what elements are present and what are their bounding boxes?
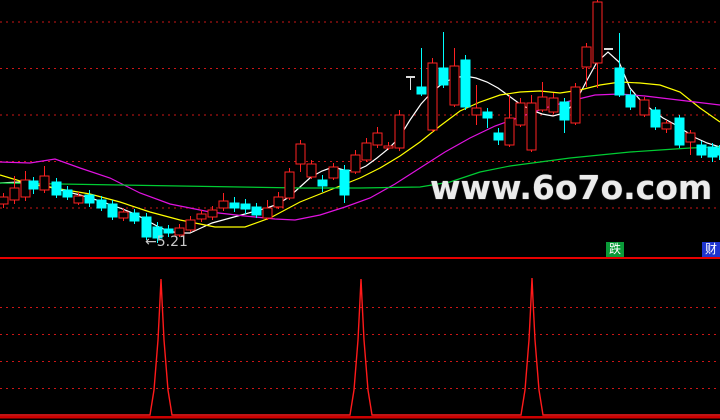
ma-green [0,146,720,189]
candle-body-down [559,101,570,121]
candle-body-up [570,86,581,124]
candle-body-down [251,206,262,216]
candle-body-down [339,169,350,196]
candle-body-down [51,181,62,196]
candle-body-up [118,211,129,219]
candle-body-up [328,166,339,179]
candle-body-up [504,117,515,146]
candle-body-down [714,147,720,156]
candle-body-up [295,143,306,165]
candles [0,0,720,243]
candle-body-down [438,67,449,86]
candle-body-up [639,99,650,116]
candle-body-up [73,195,84,204]
candle-body-up [262,207,273,219]
candle-body-up [218,200,229,209]
candle-body-down [674,117,685,146]
candle-body-down [650,109,661,128]
candle-body-up [350,154,361,173]
candle-body-down [62,189,73,198]
candle-body-up [284,171,295,199]
candle-body-down [317,179,328,187]
candle-body-up [383,145,394,149]
watermark: www.6o7o.com [430,168,713,207]
candle-body-up [592,1,603,64]
candle-body-up [526,102,537,151]
candle-body-down [229,202,240,209]
candle-body-down [493,132,504,141]
candle-body-down [625,94,636,108]
candle-body-down [28,180,39,190]
candle-body-up [196,213,207,220]
candle-body-up [9,187,20,201]
candle-body-up [394,114,405,149]
candle-body-up [548,97,559,113]
candle-body-down [152,226,163,239]
candle-body-up [449,65,460,106]
candle-body-down [96,199,107,209]
candle-body-up [427,62,438,131]
candle-body-up [661,122,672,130]
candle-body-down [460,59,471,108]
tab-die[interactable]: 跌 [606,242,624,257]
tab-cai[interactable]: 财 [702,242,720,257]
candle-body-up [372,132,383,146]
candle-body-up [361,142,372,161]
candle-body-down [240,203,251,210]
signal-spike-line [0,277,720,416]
candle-body-up [306,163,317,178]
candle-body-up [174,227,185,236]
candle-body-down [696,144,707,156]
candle-body-down [141,216,152,238]
candle-body-up [685,132,696,143]
candle-body-down [482,111,493,119]
candle-body-down [129,212,140,222]
candle-body-up [471,107,482,116]
candle-body-up [39,175,50,191]
candle-body-up [185,219,196,231]
candle-body-up [515,102,526,126]
candle-body-down [614,67,625,96]
candle-body-up [207,209,218,218]
candle-body-down [107,203,118,218]
candle-body-down [84,194,95,204]
candle-body-up [273,196,284,208]
low-price-annotation: ←5.21 [145,234,188,250]
candle-body-down [163,228,174,234]
candle-body-up [537,96,548,111]
candle-body-down [416,86,427,95]
candle-body-up [581,46,592,68]
candle-body-up [0,196,9,205]
